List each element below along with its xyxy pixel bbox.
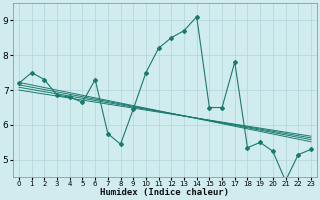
X-axis label: Humidex (Indice chaleur): Humidex (Indice chaleur) xyxy=(100,188,229,197)
